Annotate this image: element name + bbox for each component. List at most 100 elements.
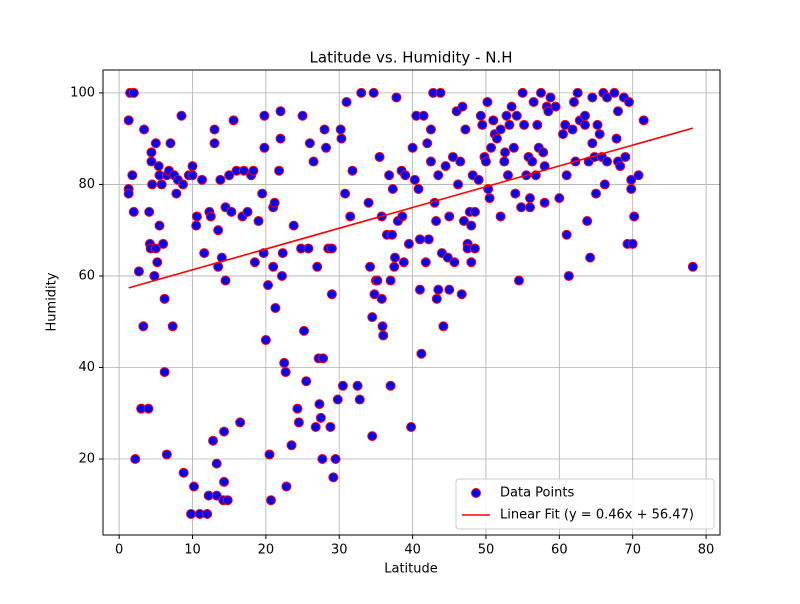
data-point (146, 147, 157, 158)
data-point (150, 243, 161, 254)
data-point (389, 261, 400, 272)
data-point (591, 188, 602, 199)
data-point (321, 142, 332, 153)
data-point (153, 161, 164, 172)
data-point (376, 293, 387, 304)
data-point (266, 495, 277, 506)
data-point (369, 289, 380, 300)
data-point (211, 458, 222, 469)
data-point (269, 197, 280, 208)
legend-label: Data Points (500, 486, 574, 501)
data-point (308, 156, 319, 167)
data-point (433, 284, 444, 295)
data-point (152, 257, 163, 268)
data-point (257, 188, 268, 199)
data-point (453, 179, 464, 190)
data-point (418, 110, 429, 121)
data-point (205, 211, 216, 222)
data-point (354, 394, 365, 405)
data-point (611, 133, 622, 144)
data-point (460, 124, 471, 135)
data-point (466, 257, 477, 268)
data-point (147, 179, 158, 190)
data-point (178, 467, 189, 478)
data-point (158, 238, 169, 249)
x-tick-label: 40 (404, 543, 421, 558)
data-point (368, 87, 379, 98)
data-point (297, 110, 308, 121)
x-tick-label: 30 (331, 543, 348, 558)
y-axis-label: Humidity (45, 272, 60, 331)
data-point (191, 220, 202, 231)
data-point (167, 321, 178, 332)
data-point (587, 138, 598, 149)
x-tick-label: 60 (551, 543, 568, 558)
data-point (480, 156, 491, 167)
plot-frame (102, 69, 721, 536)
x-axis-label: Latitude (384, 562, 438, 577)
data-point (527, 156, 538, 167)
data-point (385, 275, 396, 286)
data-point (440, 161, 451, 172)
data-point (341, 97, 352, 108)
data-point (275, 106, 286, 117)
data-point (420, 257, 431, 268)
data-point (143, 403, 154, 414)
data-point (249, 257, 260, 268)
data-point (367, 431, 378, 442)
data-point (238, 165, 249, 176)
data-point (199, 248, 210, 259)
data-point (613, 106, 624, 117)
data-point (304, 138, 315, 149)
data-point (326, 243, 337, 254)
data-point (293, 417, 304, 428)
data-point (510, 188, 521, 199)
chart-title: Latitude vs. Humidity - N.H (310, 49, 513, 67)
data-point (314, 399, 325, 410)
data-point (215, 174, 226, 185)
data-point (550, 101, 561, 112)
data-point (524, 202, 535, 213)
data-point (312, 261, 323, 272)
data-point (138, 321, 149, 332)
data-point (292, 403, 303, 414)
data-point (389, 252, 400, 263)
data-point (186, 508, 197, 519)
data-point (456, 289, 467, 300)
data-point (220, 275, 231, 286)
data-point (133, 266, 144, 277)
data-point (406, 421, 417, 432)
data-point (219, 426, 230, 437)
data-point (425, 124, 436, 135)
data-point (123, 115, 134, 126)
data-point (144, 206, 155, 217)
legend-box (455, 478, 715, 530)
data-point (202, 508, 213, 519)
data-point (347, 165, 358, 176)
data-point (602, 156, 613, 167)
data-point (248, 165, 259, 176)
data-point (280, 367, 291, 378)
data-point (385, 380, 396, 391)
data-point (315, 412, 326, 423)
data-point (545, 92, 556, 103)
data-point (532, 119, 543, 130)
data-point (403, 238, 414, 249)
data-point (219, 476, 230, 487)
data-point (377, 321, 388, 332)
data-point (407, 142, 418, 153)
data-point (594, 129, 605, 140)
data-point (495, 211, 506, 222)
data-point (310, 421, 321, 432)
data-point (620, 151, 631, 162)
y-tick-label: 40 (78, 360, 95, 375)
data-point (128, 206, 139, 217)
x-tick-label: 20 (258, 543, 275, 558)
data-point (484, 193, 495, 204)
data-point (325, 421, 336, 432)
data-point (188, 481, 199, 492)
data-point (535, 87, 546, 98)
data-point (270, 302, 281, 313)
data-point (268, 261, 279, 272)
data-point (513, 275, 524, 286)
